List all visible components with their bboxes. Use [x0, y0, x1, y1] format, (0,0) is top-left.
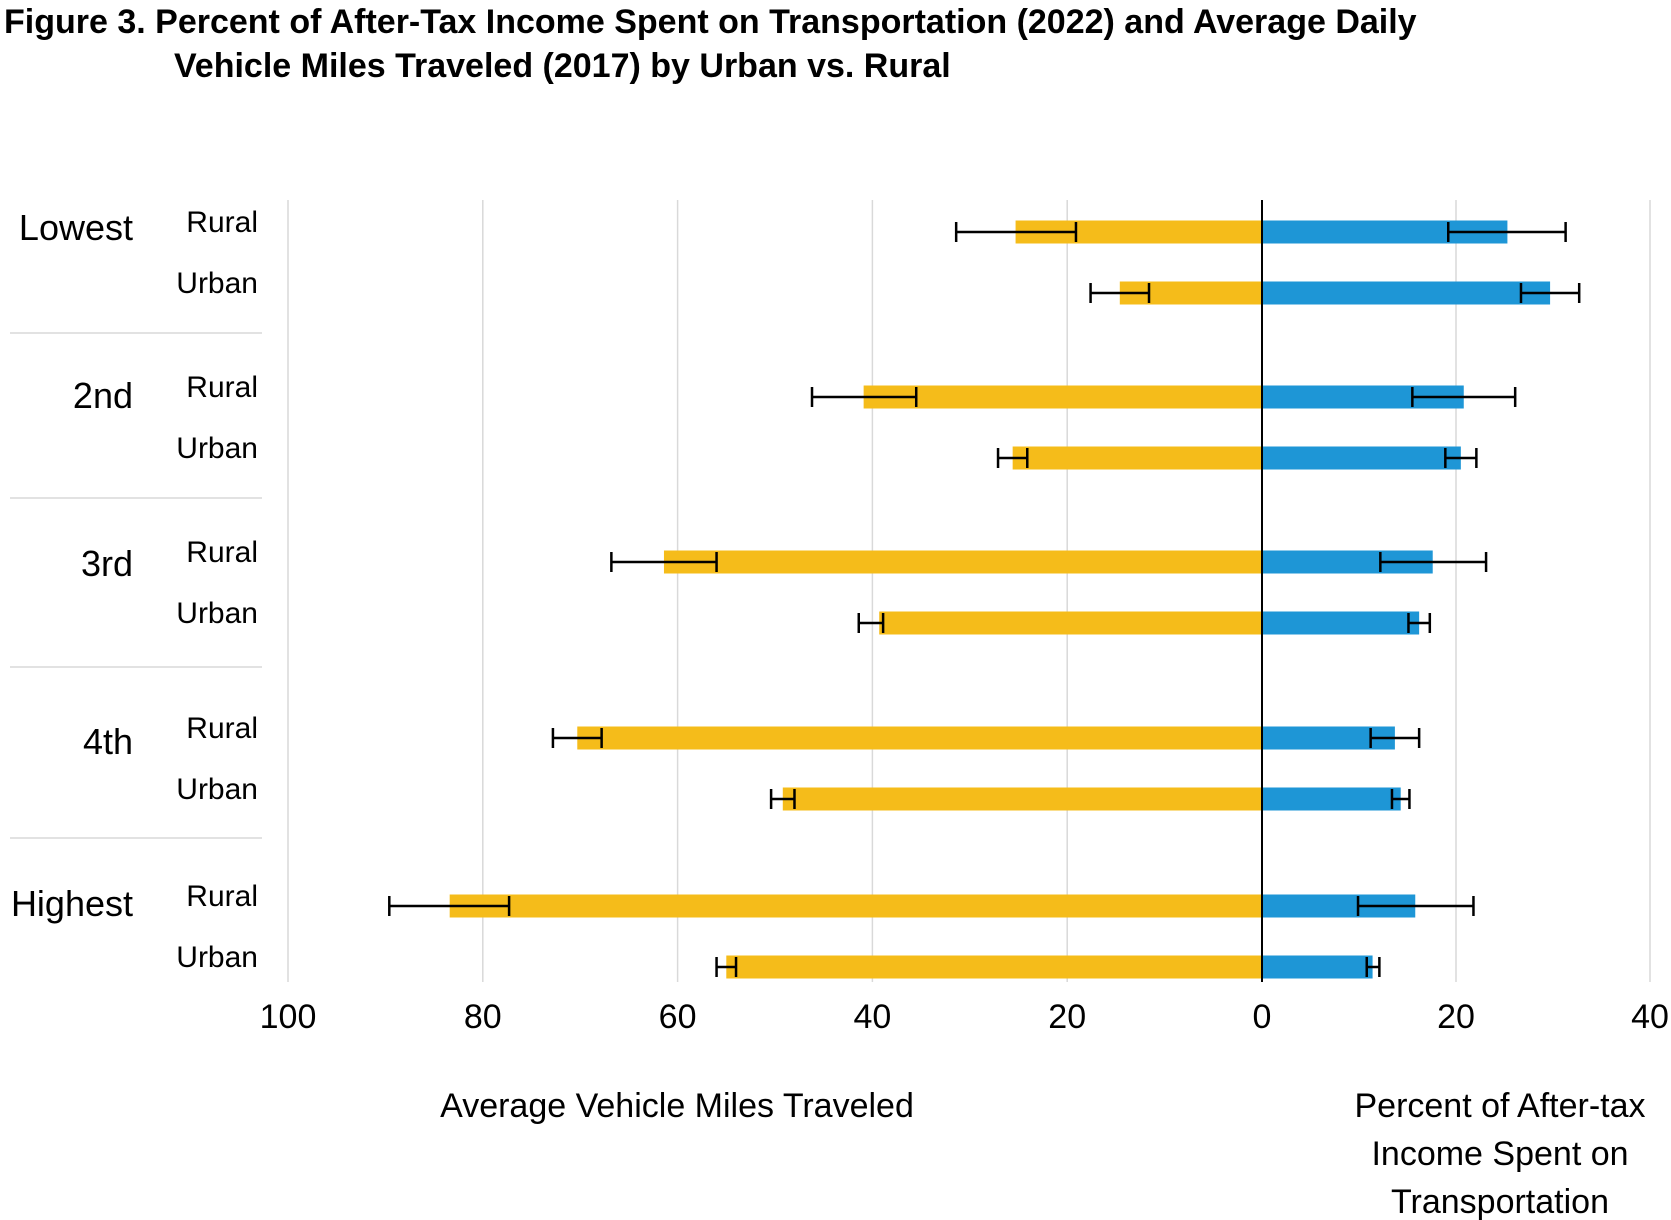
chart-title-line1: Figure 3. Percent of After-Tax Income Sp… — [4, 3, 1417, 41]
left-axis-tick-label: 100 — [260, 998, 317, 1036]
right-axis-tick-label: 20 — [1437, 998, 1475, 1036]
subgroup-label: Urban — [176, 432, 258, 465]
bar-vmt — [577, 726, 1262, 750]
group-label: 4th — [83, 721, 133, 762]
bar-pct-income — [1262, 726, 1395, 750]
group-label: 3rd — [81, 543, 133, 584]
bar-vmt — [863, 385, 1262, 409]
group-label: Highest — [11, 883, 133, 924]
bar-vmt — [1012, 446, 1262, 470]
subgroup-label: Urban — [176, 597, 258, 630]
bar-pct-income — [1262, 446, 1461, 470]
subgroup-label: Rural — [186, 712, 258, 745]
group-label: 2nd — [73, 375, 133, 416]
left-axis-tick-label: 40 — [853, 998, 891, 1036]
bar-vmt — [1119, 281, 1262, 305]
left-axis-tick-label: 60 — [659, 998, 697, 1036]
subgroup-label: Rural — [186, 880, 258, 913]
subgroup-label: Rural — [186, 206, 258, 239]
right-axis-title-line: Income Spent on — [1371, 1135, 1628, 1173]
bar-pct-income — [1262, 550, 1433, 574]
bar-pct-income — [1262, 955, 1373, 979]
group-label: Lowest — [19, 207, 133, 248]
subgroup-label: Urban — [176, 267, 258, 300]
bar-vmt — [449, 894, 1263, 918]
left-axis-tick-label: 20 — [1048, 998, 1086, 1036]
bar-pct-income — [1262, 281, 1551, 305]
bar-vmt — [782, 787, 1262, 811]
bar-pct-income — [1262, 611, 1420, 635]
bar-pct-income — [1262, 220, 1508, 244]
left-axis-tick-label: 80 — [464, 998, 502, 1036]
left-axis-title: Average Vehicle Miles Traveled — [440, 1087, 914, 1125]
subgroup-label: Urban — [176, 773, 258, 806]
bar-vmt — [726, 955, 1262, 979]
subgroup-label: Rural — [186, 536, 258, 569]
right-axis-title-line: Transportation — [1391, 1183, 1609, 1220]
chart-title: Figure 3. Percent of After-Tax Income Sp… — [4, 0, 1664, 88]
right-axis-tick-label: 40 — [1631, 998, 1669, 1036]
subgroup-label: Rural — [186, 371, 258, 404]
bar-vmt — [663, 550, 1262, 574]
subgroup-label: Urban — [176, 941, 258, 974]
bar-vmt — [879, 611, 1262, 635]
chart-title-line2: Vehicle Miles Traveled (2017) by Urban v… — [174, 47, 951, 85]
bar-pct-income — [1262, 787, 1401, 811]
left-axis-tick-label: 0 — [1253, 998, 1272, 1036]
right-axis-title-line: Percent of After-tax — [1354, 1087, 1645, 1125]
bar-pct-income — [1262, 894, 1416, 918]
